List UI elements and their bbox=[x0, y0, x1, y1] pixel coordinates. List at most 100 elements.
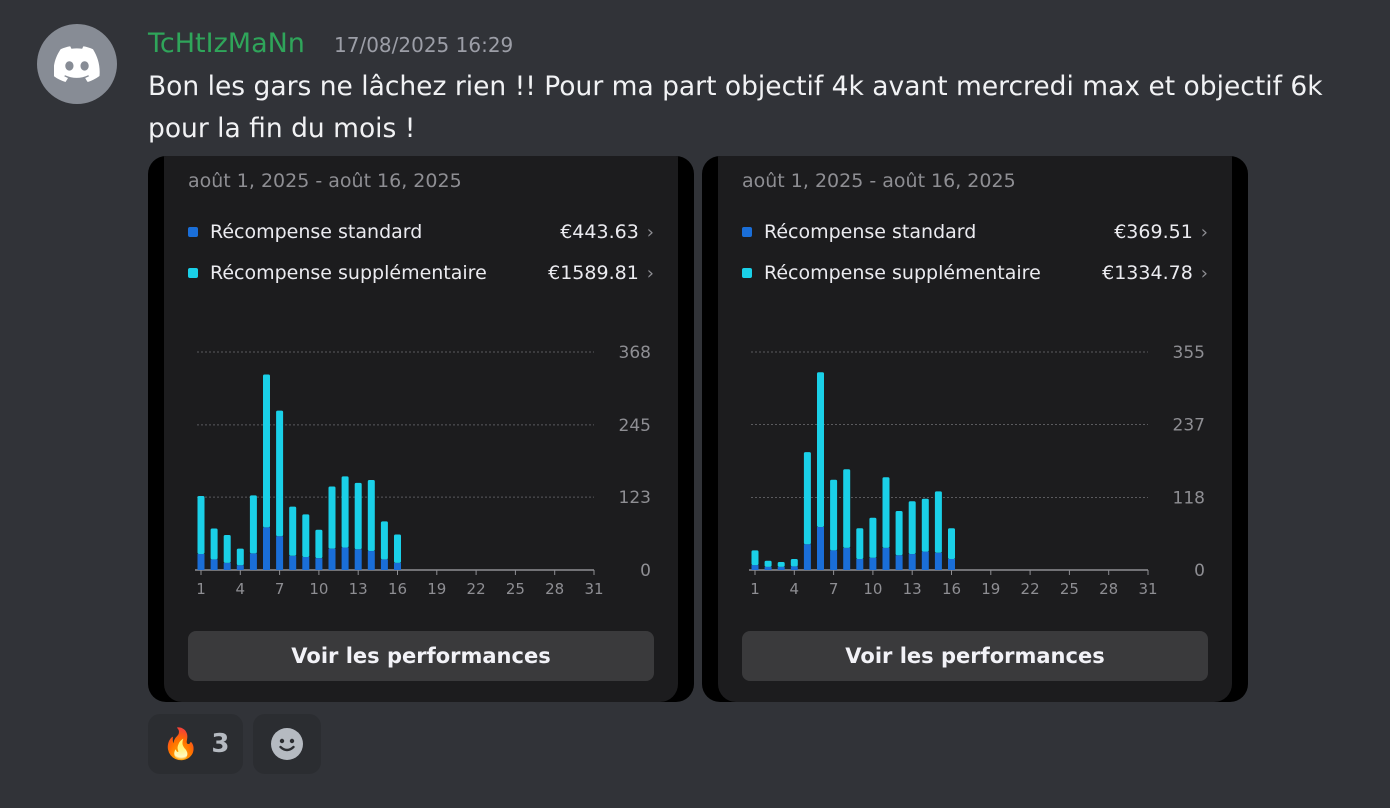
legend-swatch bbox=[742, 268, 752, 278]
add-reaction-button[interactable] bbox=[253, 714, 322, 774]
view-performance-button[interactable]: Voir les performances bbox=[188, 631, 654, 681]
bar-extra-day-2 bbox=[764, 560, 772, 567]
bar-standard-day-3 bbox=[777, 566, 785, 570]
bar-standard-day-11 bbox=[882, 547, 890, 570]
legend-item-standard[interactable]: Récompense standard €443.63 › bbox=[188, 218, 654, 246]
chevron-right-icon: › bbox=[646, 221, 654, 243]
legend-item-standard[interactable]: Récompense standard €369.51 › bbox=[742, 218, 1208, 246]
bar-standard-day-15 bbox=[380, 559, 388, 570]
chevron-right-icon: › bbox=[646, 262, 654, 284]
legend-swatch bbox=[188, 268, 198, 278]
date-range: août 1, 2025 - août 16, 2025 bbox=[742, 170, 1016, 192]
legend-value: €443.63 bbox=[560, 221, 639, 243]
y-tick-label: 123 bbox=[619, 488, 651, 508]
legend-label: Récompense supplémentaire bbox=[764, 262, 1041, 284]
legend-value: €1589.81 bbox=[548, 262, 639, 284]
reaction-fire[interactable]: 🔥 3 bbox=[148, 714, 244, 774]
y-tick-label: 245 bbox=[619, 416, 651, 436]
discord-logo-icon bbox=[54, 46, 100, 82]
legend-swatch bbox=[742, 227, 752, 237]
x-tick-label: 1 bbox=[750, 580, 760, 598]
message-text: Bon les gars ne lâchez rien !! Pour ma p… bbox=[148, 71, 1323, 144]
avatar[interactable] bbox=[37, 24, 117, 104]
bar-standard-day-4 bbox=[236, 565, 244, 570]
attachment-image[interactable]: août 1, 2025 - août 16, 2025 Récompense … bbox=[148, 156, 694, 702]
bar-extra-day-6 bbox=[817, 372, 824, 528]
bar-standard-day-5 bbox=[249, 553, 257, 570]
bar-extra-day-12 bbox=[895, 511, 903, 556]
bar-extra-day-11 bbox=[882, 477, 890, 548]
bar-extra-day-5 bbox=[249, 495, 257, 554]
bar-standard-day-1 bbox=[197, 554, 205, 570]
earnings-card: août 1, 2025 - août 16, 2025 Récompense … bbox=[718, 156, 1232, 702]
fire-emoji-icon: 🔥 bbox=[162, 726, 200, 762]
bar-standard-day-8 bbox=[843, 547, 851, 570]
x-tick-label: 10 bbox=[863, 580, 882, 598]
bar-extra-day-8 bbox=[843, 469, 851, 548]
bar-standard-day-1 bbox=[751, 565, 759, 570]
legend-value: €369.51 bbox=[1114, 221, 1193, 243]
x-tick-label: 25 bbox=[1060, 580, 1079, 598]
bar-standard-day-15 bbox=[934, 552, 942, 570]
reactions-bar: 🔥 3 bbox=[148, 714, 322, 774]
bar-standard-day-7 bbox=[276, 536, 284, 570]
bar-extra-day-7 bbox=[830, 479, 838, 551]
bar-extra-day-8 bbox=[289, 506, 297, 556]
earnings-card: août 1, 2025 - août 16, 2025 Récompense … bbox=[164, 156, 678, 702]
bar-extra-day-9 bbox=[302, 514, 310, 557]
bar-chart: 355 237 118 0 1 4 7 10 13 16 19 22 25 28 31 bbox=[749, 343, 1205, 598]
bar-extra-day-1 bbox=[197, 495, 205, 555]
x-tick-label: 7 bbox=[829, 580, 839, 598]
legend-label: Récompense standard bbox=[764, 221, 977, 243]
x-tick-label: 16 bbox=[388, 580, 407, 598]
y-tick-label: 368 bbox=[619, 343, 651, 363]
bar-standard-day-10 bbox=[869, 557, 877, 570]
x-tick-label: 28 bbox=[545, 580, 564, 598]
reaction-count: 3 bbox=[211, 729, 230, 759]
view-performance-button[interactable]: Voir les performances bbox=[742, 631, 1208, 681]
date-range: août 1, 2025 - août 16, 2025 bbox=[188, 170, 462, 192]
bar-standard-day-7 bbox=[830, 550, 838, 570]
username[interactable]: TcHtIzMaNn bbox=[148, 28, 305, 59]
y-tick-label: 0 bbox=[640, 561, 651, 581]
legend-item-extra[interactable]: Récompense supplémentaire €1589.81 › bbox=[188, 259, 654, 287]
bar-extra-day-13 bbox=[354, 482, 362, 550]
smiley-add-icon bbox=[271, 728, 304, 760]
x-tick-label: 19 bbox=[981, 580, 1000, 598]
bar-extra-day-3 bbox=[223, 535, 231, 563]
x-tick-label: 4 bbox=[790, 580, 800, 598]
bar-extra-day-11 bbox=[328, 486, 336, 549]
bar-chart: 368 245 123 0 1 4 7 10 13 16 19 22 25 28 31 bbox=[195, 343, 651, 598]
x-tick-label: 31 bbox=[1138, 580, 1157, 598]
x-tick-label: 13 bbox=[903, 580, 922, 598]
x-tick-label: 22 bbox=[467, 580, 486, 598]
y-tick-label: 0 bbox=[1194, 561, 1205, 581]
x-tick-label: 28 bbox=[1099, 580, 1118, 598]
bar-standard-day-2 bbox=[764, 566, 772, 570]
bar-standard-day-14 bbox=[921, 551, 929, 570]
bar-standard-day-4 bbox=[790, 566, 798, 570]
bar-extra-day-15 bbox=[380, 521, 388, 560]
bar-standard-day-6 bbox=[263, 527, 270, 570]
x-tick-label: 4 bbox=[236, 580, 246, 598]
x-tick-label: 16 bbox=[942, 580, 961, 598]
bar-standard-day-9 bbox=[302, 556, 310, 570]
bar-extra-day-16 bbox=[948, 528, 955, 559]
bar-extra-day-4 bbox=[236, 548, 244, 566]
bar-standard-day-16 bbox=[394, 562, 401, 570]
bar-extra-day-6 bbox=[263, 374, 270, 528]
x-tick-label: 7 bbox=[275, 580, 285, 598]
chevron-right-icon: › bbox=[1200, 221, 1208, 243]
attachment-image[interactable]: août 1, 2025 - août 16, 2025 Récompense … bbox=[702, 156, 1248, 702]
bar-standard-day-12 bbox=[895, 555, 903, 570]
x-tick-label: 22 bbox=[1021, 580, 1040, 598]
y-tick-label: 118 bbox=[1173, 489, 1205, 509]
bar-extra-day-4 bbox=[790, 558, 798, 567]
bar-standard-day-12 bbox=[341, 547, 349, 570]
y-tick-label: 237 bbox=[1173, 415, 1205, 435]
legend-item-extra[interactable]: Récompense supplémentaire €1334.78 › bbox=[742, 259, 1208, 287]
bar-extra-day-7 bbox=[276, 410, 284, 537]
bar-standard-day-13 bbox=[908, 554, 916, 570]
bar-extra-day-10 bbox=[869, 517, 877, 558]
bar-extra-day-14 bbox=[921, 498, 929, 552]
